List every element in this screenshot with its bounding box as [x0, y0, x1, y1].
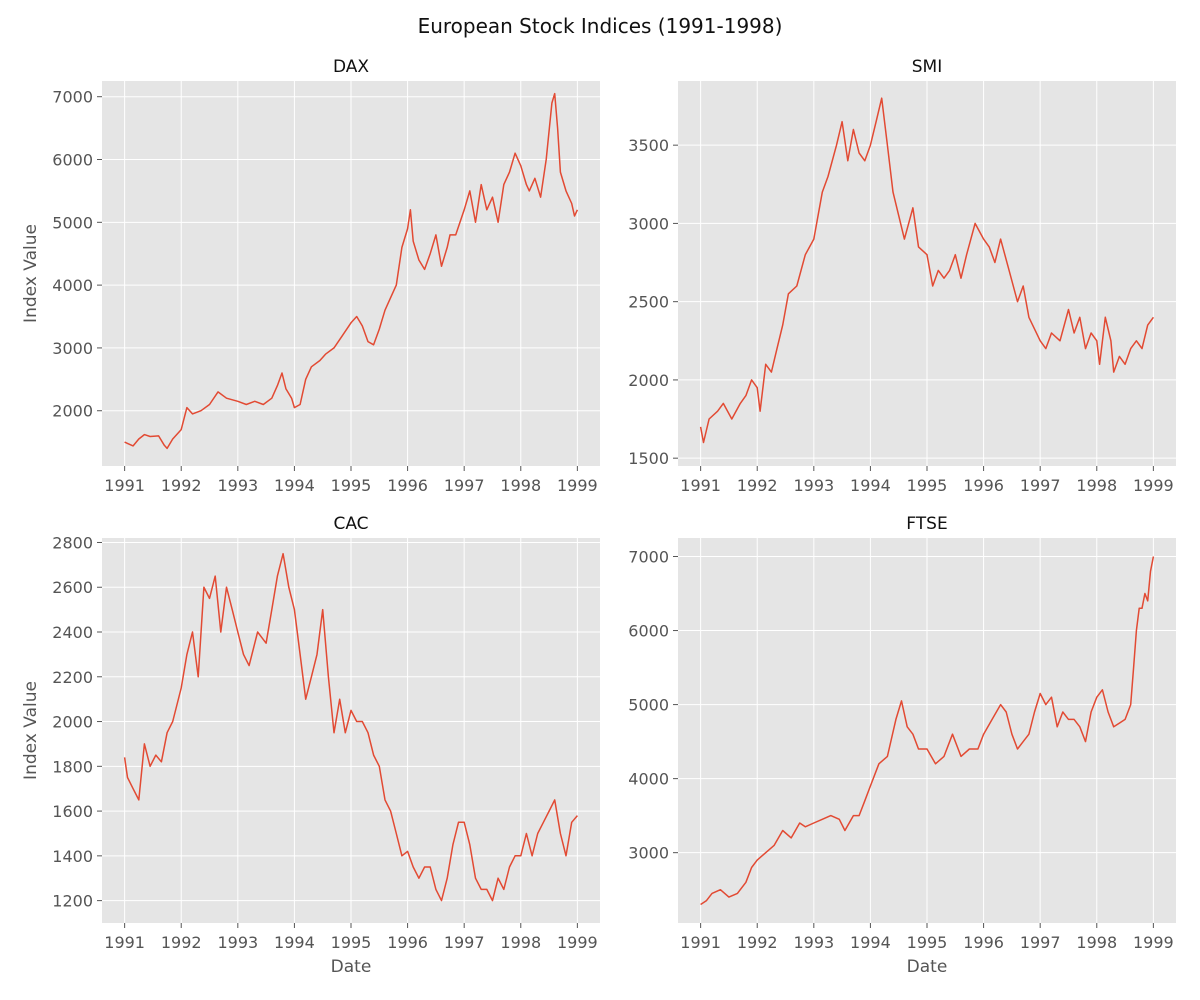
- dax-x-tick-label: 1993: [217, 476, 258, 495]
- ftse-x-axis-label: Date: [907, 957, 948, 977]
- ftse-title: FTSE: [906, 514, 947, 534]
- dax-x-tick-label: 1994: [274, 476, 315, 495]
- smi-series-line: [699, 97, 1155, 444]
- smi-x-tick-label: 1993: [793, 476, 834, 495]
- dax-y-tick-label: 5000: [52, 213, 93, 232]
- dax-x-tick-label: 1998: [500, 476, 541, 495]
- cac-y-tick-label: 1600: [52, 802, 93, 821]
- cac-x-tick-label: 1992: [161, 933, 202, 952]
- smi-x-tick-label: 1996: [963, 476, 1004, 495]
- cac-x-tick-label: 1991: [104, 933, 145, 952]
- cac-x-tick-label: 1995: [331, 933, 372, 952]
- smi-x-tick-label: 1995: [907, 476, 948, 495]
- dax-y-tick-label: 4000: [52, 276, 93, 295]
- cac-x-tick-label: 1999: [557, 933, 598, 952]
- cac-y-tick-label: 2200: [52, 668, 93, 687]
- ftse-y-tick-label: 5000: [628, 696, 669, 715]
- cac-y-tick-label: 2400: [52, 623, 93, 642]
- ftse-x-tick-label: 1995: [907, 933, 948, 952]
- figure-title: European Stock Indices (1991-1998): [417, 14, 783, 38]
- cac-panel: 1991 1992 1993 1994 1995 1996 1997 1998 1999 1200…: [21, 514, 600, 977]
- dax-x-tick-label: 1995: [331, 476, 372, 495]
- ftse-y-tick-label: 3000: [628, 844, 669, 863]
- smi-title: SMI: [912, 57, 942, 77]
- smi-y-tick-label: 1500: [628, 449, 669, 468]
- dax-x-tick-label: 1991: [104, 476, 145, 495]
- cac-y-tick-label: 2800: [52, 533, 93, 552]
- cac-x-tick-label: 1997: [444, 933, 485, 952]
- smi-y-tick-label: 3500: [628, 136, 669, 155]
- cac-y-tick-label: 2600: [52, 578, 93, 597]
- cac-y-tick-label: 1800: [52, 757, 93, 776]
- dax-panel: 1991 1992 1993 1994 1995 1996 1997 1998 1999 2000…: [21, 57, 600, 495]
- cac-series-line: [123, 552, 578, 902]
- smi-x-tick-label: 1998: [1076, 476, 1117, 495]
- ftse-y-tick-label: 6000: [628, 622, 669, 641]
- ftse-series-line: [700, 556, 1155, 906]
- dax-series-line: [124, 92, 579, 450]
- cac-y-tick-label: 2000: [52, 713, 93, 732]
- ftse-x-tick-label: 1996: [963, 933, 1004, 952]
- ftse-x-tick-label: 1991: [680, 933, 721, 952]
- dax-y-tick-label: 2000: [52, 402, 93, 421]
- ftse-x-tick-label: 1994: [850, 933, 891, 952]
- ftse-y-tick-label: 7000: [628, 548, 669, 567]
- cac-x-tick-label: 1996: [387, 933, 428, 952]
- smi-y-tick-label: 3000: [628, 214, 669, 233]
- ftse-x-tick-label: 1997: [1020, 933, 1061, 952]
- cac-x-tick-label: 1993: [217, 933, 258, 952]
- dax-title: DAX: [333, 57, 369, 77]
- dax-y-tick-label: 7000: [52, 88, 93, 107]
- smi-x-tick-label: 1997: [1020, 476, 1061, 495]
- cac-y-axis-label: Index Value: [21, 681, 41, 780]
- ftse-x-tick-label: 1993: [793, 933, 834, 952]
- dax-x-tick-label: 1996: [387, 476, 428, 495]
- dax-x-tick-label: 1999: [557, 476, 598, 495]
- smi-x-tick-label: 1999: [1133, 476, 1174, 495]
- ftse-panel: 1991 1992 1993 1994 1995 1996 1997 1998 1999 3000…: [628, 514, 1176, 977]
- cac-y-tick-label: 1200: [52, 892, 93, 911]
- ftse-x-tick-label: 1992: [737, 933, 778, 952]
- dax-y-axis-label: Index Value: [21, 224, 41, 323]
- ftse-x-tick-label: 1999: [1133, 933, 1174, 952]
- dax-x-tick-label: 1992: [161, 476, 202, 495]
- cac-x-tick-label: 1998: [500, 933, 541, 952]
- cac-x-axis-label: Date: [331, 957, 372, 977]
- cac-x-tick-label: 1994: [274, 933, 315, 952]
- smi-x-tick-label: 1994: [850, 476, 891, 495]
- dax-x-tick-label: 1997: [444, 476, 485, 495]
- smi-y-tick-label: 2500: [628, 293, 669, 312]
- smi-panel: 1991 1992 1993 1994 1995 1996 1997 1998 1999 1500…: [628, 57, 1176, 495]
- cac-y-tick-label: 1400: [52, 847, 93, 866]
- ftse-x-tick-label: 1998: [1076, 933, 1117, 952]
- cac-title: CAC: [333, 514, 368, 534]
- dax-y-tick-label: 6000: [52, 151, 93, 170]
- smi-x-tick-label: 1992: [737, 476, 778, 495]
- smi-x-tick-label: 1991: [680, 476, 721, 495]
- ftse-y-tick-label: 4000: [628, 770, 669, 789]
- dax-y-tick-label: 3000: [52, 339, 93, 358]
- smi-y-tick-label: 2000: [628, 371, 669, 390]
